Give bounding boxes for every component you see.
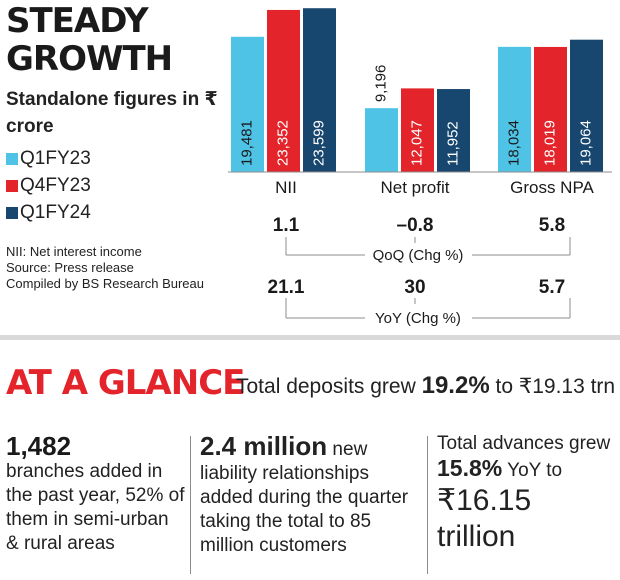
bar-q1fy23-1 — [365, 108, 398, 172]
bar-q4fy23-1 — [401, 88, 434, 172]
bar-q1fy24-1 — [437, 89, 470, 172]
branches-count: 1,482 — [6, 431, 72, 461]
category-label: NII — [275, 178, 297, 197]
legend-label-q1fy23: Q1FY23 — [20, 147, 91, 169]
column-divider-2 — [427, 436, 428, 574]
bar-value-label: 9,196 — [372, 65, 389, 103]
legend-swatch-q4fy23 — [6, 179, 18, 192]
qoq-value: 1.1 — [273, 215, 300, 236]
bar-value-label: 18,034 — [505, 120, 522, 166]
chart-notes: NII: Net interest income Source: Press r… — [6, 244, 226, 292]
relationships-count: 2.4 million — [200, 431, 328, 461]
legend-item-q1fy23: Q1FY23 — [6, 145, 91, 172]
column-divider-1 — [190, 436, 191, 574]
yoy-value: 30 — [404, 277, 425, 298]
advances-post: YoY to — [502, 460, 563, 481]
glance-deposits: Total deposits grew 19.2% to ₹19.13 trn — [236, 372, 615, 401]
bar-q1fy23-0 — [231, 36, 264, 172]
legend-item-q1fy24: Q1FY24 — [6, 199, 91, 226]
advances-total: ₹16.15 trillion — [437, 484, 532, 553]
category-label: Gross NPA — [510, 178, 594, 197]
bar-value-label: 23,599 — [310, 120, 327, 166]
title-line-1: STEADY — [6, 1, 149, 41]
bar-value-label: 11,952 — [444, 121, 461, 166]
category-label: Net profit — [381, 178, 450, 197]
bar-value-label: 19,481 — [238, 120, 255, 166]
yoy-value: 5.7 — [539, 277, 565, 298]
legend-label-q4fy23: Q4FY23 — [20, 174, 91, 196]
legend-swatch-q1fy23 — [6, 152, 18, 165]
legend-label-q1fy24: Q1FY24 — [20, 201, 91, 223]
glance-relationships: 2.4 million new liability relationships … — [200, 432, 415, 580]
advances-pct: 15.8% — [437, 455, 503, 481]
bar-q4fy23-2 — [534, 46, 567, 173]
bar-q1fy23-2 — [498, 46, 531, 172]
qoq-label: QoQ (Chg %) — [373, 247, 464, 264]
relationships-text: new liability relationships added during… — [200, 439, 409, 556]
deposits-pre: Total deposits grew — [236, 375, 422, 398]
glance-advances: Total advances grew 15.8% YoY to ₹16.15 … — [437, 432, 617, 580]
yoy-value: 21.1 — [268, 277, 305, 298]
qoq-value: 5.8 — [539, 215, 565, 236]
section-divider — [0, 335, 620, 340]
bar-q4fy23-0 — [267, 9, 300, 173]
glance-branches: 1,482 branches added in the past year, 5… — [6, 432, 186, 580]
qoq-value: –0.8 — [397, 215, 434, 236]
chart-title: STEADY GROWTH — [6, 1, 173, 79]
bar-value-label: 18,019 — [541, 120, 558, 166]
deposits-post: to ₹19.13 trn — [489, 375, 616, 398]
note-source: Source: Press release — [6, 260, 134, 275]
note-nii: NII: Net interest income — [6, 244, 142, 259]
yoy-label: YoY (Chg %) — [375, 310, 461, 327]
branches-text: branches added in the past year, 52% of … — [6, 461, 185, 554]
bar-value-label: 19,064 — [577, 120, 594, 166]
title-line-2: GROWTH — [6, 39, 173, 79]
legend: Q1FY23 Q4FY23 Q1FY24 — [6, 145, 91, 226]
advances-pre: Total advances grew — [437, 433, 611, 454]
note-compiled: Compiled by BS Research Bureau — [6, 276, 204, 291]
bar-value-label: 23,352 — [274, 120, 291, 166]
glance-title: AT A GLANCE — [6, 363, 245, 403]
bar-chart: 19,481 9,196 18,034 23,352 12,047 18,019 23,59… — [228, 8, 612, 327]
bar-q1fy24-2 — [570, 39, 603, 173]
chart-subtitle: Standalone figures in ₹ crore — [6, 89, 218, 137]
deposits-pct: 19.2% — [421, 372, 490, 399]
bar-q1fy24-0 — [303, 8, 336, 172]
legend-swatch-q1fy24 — [6, 206, 18, 219]
bar-value-label: 12,047 — [408, 120, 425, 166]
legend-item-q4fy23: Q4FY23 — [6, 172, 91, 199]
